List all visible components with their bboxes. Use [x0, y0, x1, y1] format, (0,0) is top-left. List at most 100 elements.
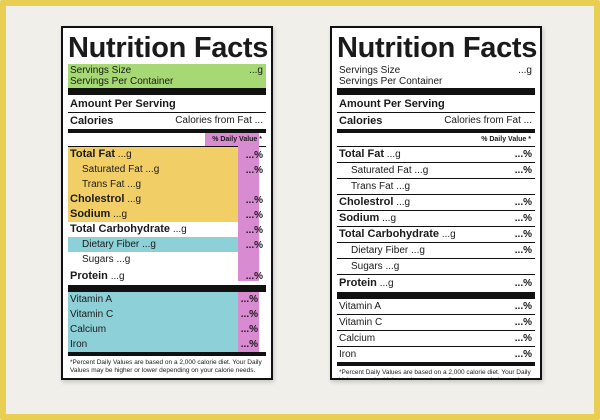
total-carb-row: Total Carbohydrate ...g...%	[337, 227, 535, 242]
vitamin-block: Vitamin A...% Vitamin C...% Calcium...% …	[68, 292, 266, 352]
servings-per-container-label: Servings Per Container	[70, 76, 174, 87]
total-fat-amount: ...g	[386, 149, 401, 160]
trans-fat-label: Trans Fat	[82, 179, 125, 190]
protein-amount: ...g	[110, 271, 125, 282]
iron-row: Iron...%	[68, 337, 258, 352]
vitamin-pct-highlight	[238, 292, 259, 352]
pct-cholesterol: ...%	[514, 197, 532, 208]
footnote: *Percent Daily Values are based on a 2,0…	[70, 359, 262, 374]
divider	[337, 112, 535, 113]
calories-row: Calories Calories from Fat ...	[68, 113, 266, 129]
saturated-fat-label: Saturated Fat	[82, 164, 143, 175]
calcium-row: Calcium...%	[337, 331, 535, 346]
calories-from-fat: Calories from Fat ...	[175, 115, 263, 126]
sugars-label: Sugars	[351, 261, 383, 272]
colored-nutrient-block: % Daily Value * Total Fat ...g Saturated…	[68, 133, 266, 285]
daily-value-header: % Daily Value *	[481, 136, 531, 143]
saturated-fat-row: Saturated Fat ...g	[68, 162, 238, 177]
calories-label: Calories	[70, 115, 114, 127]
protein-row: Protein ...g...%	[337, 275, 535, 292]
nutrition-label-colored: Nutrition Facts Servings Size Servings P…	[61, 26, 273, 380]
vitamin-c-label: Vitamin C	[70, 309, 114, 320]
trans-fat-row: Trans Fat ...g	[337, 179, 535, 194]
trans-fat-amount: ...g	[396, 181, 411, 192]
total-fat-label: Total Fat	[339, 148, 385, 160]
calcium-row: Calcium...%	[68, 322, 258, 337]
pct-dietary-fiber: ...%	[245, 240, 263, 251]
iron-row: Iron...%	[337, 347, 535, 362]
vitamin-c-label: Vitamin C	[339, 317, 383, 328]
pct-vitamin-a: ...%	[240, 294, 258, 305]
left-pct-column: ...% ...% ...% ...% ...% ...% ...%	[239, 148, 263, 286]
trans-fat-label: Trans Fat	[351, 181, 394, 192]
total-carb-amount: ...g	[441, 229, 456, 240]
calcium-label: Calcium	[70, 324, 107, 335]
pct-iron: ...%	[240, 339, 258, 350]
sugars-label: Sugars	[82, 254, 114, 265]
protein-label: Protein	[70, 270, 108, 282]
sodium-row: Sodium ...g...%	[337, 211, 535, 226]
iron-label: Iron	[70, 339, 88, 350]
sugars-row: Sugars ...g	[68, 252, 266, 267]
dv-column-highlight	[238, 146, 259, 281]
divider-mid	[68, 352, 266, 356]
pct-sodium: ...%	[514, 213, 532, 224]
trans-fat-row: Trans Fat ...g	[68, 177, 238, 192]
servings-size-label: Servings Size	[70, 65, 132, 76]
pct-vitamin-c: ...%	[514, 317, 532, 328]
nutrition-label-plain: Nutrition Facts Servings Size Servings P…	[330, 26, 542, 380]
protein-label: Protein	[339, 277, 377, 289]
divider-thick	[68, 285, 266, 292]
total-carb-label: Total Carbohydrate	[339, 228, 440, 240]
saturated-fat-amount: ...g	[145, 164, 160, 175]
pct-calcium: ...%	[514, 333, 532, 344]
dietary-fiber-label: Dietary Fiber	[82, 239, 140, 250]
calcium-label: Calcium	[339, 333, 376, 344]
dietary-fiber-label: Dietary Fiber	[351, 245, 409, 256]
divider	[68, 112, 266, 113]
protein-amount: ...g	[379, 278, 394, 289]
cholesterol-amount: ...g	[396, 197, 411, 208]
vitamin-c-row: Vitamin C...%	[337, 315, 535, 330]
sugars-amount: ...g	[385, 261, 400, 272]
saturated-fat-amount: ...g	[414, 165, 429, 176]
sodium-row: Sodium ...g	[68, 207, 238, 222]
divider-mid	[337, 362, 535, 366]
cholesterol-row: Cholestrol ...g...%	[337, 195, 535, 210]
protein-row: Protein ...g	[68, 267, 266, 285]
vitamin-a-label: Vitamin A	[70, 294, 113, 305]
total-fat-row: Total Fat ...g...%	[337, 147, 535, 162]
total-fat-label: Total Fat	[70, 148, 116, 160]
pct-saturated-fat: ...%	[245, 165, 263, 176]
dv-header-highlight	[205, 133, 259, 146]
servings-unit: ...g	[249, 65, 263, 76]
cholesterol-label: Cholestrol	[70, 193, 125, 205]
calories-row: Calories Calories from Fat ...	[337, 113, 535, 129]
label-title: Nutrition Facts	[68, 32, 269, 64]
dietary-fiber-row: Dietary Fiber ...g...%	[337, 243, 535, 258]
cholesterol-label: Cholestrol	[339, 196, 394, 208]
servings-per-container-label: Servings Per Container	[339, 76, 443, 87]
vitamin-a-row: Vitamin A...%	[337, 299, 535, 314]
pct-saturated-fat: ...%	[514, 165, 532, 176]
iron-label: Iron	[339, 349, 357, 360]
total-fat-amount: ...g	[117, 149, 132, 160]
servings-size-label: Servings Size	[339, 65, 401, 76]
divider-thick	[337, 88, 535, 95]
amount-per-serving: Amount Per Serving	[339, 98, 445, 110]
cholesterol-row: Cholestrol ...g	[68, 192, 238, 207]
pct-vitamin-c: ...%	[240, 309, 258, 320]
cholesterol-amount: ...g	[127, 194, 142, 205]
saturated-fat-row: Saturated Fat ...g...%	[337, 163, 535, 178]
pct-vitamin-a: ...%	[514, 301, 532, 312]
pct-sodium: ...%	[245, 210, 263, 221]
dietary-fiber-amount: ...g	[142, 239, 156, 250]
dietary-fiber-amount: ...g	[411, 245, 425, 256]
servings-block: Servings Size Servings Per Container ...…	[337, 64, 535, 88]
vitamin-a-label: Vitamin A	[339, 301, 382, 312]
pct-dietary-fiber: ...%	[514, 245, 532, 256]
saturated-fat-label: Saturated Fat	[351, 165, 412, 176]
trans-fat-amount: ...g	[127, 179, 142, 190]
total-carb-label: Total Carbohydrate	[70, 223, 171, 235]
